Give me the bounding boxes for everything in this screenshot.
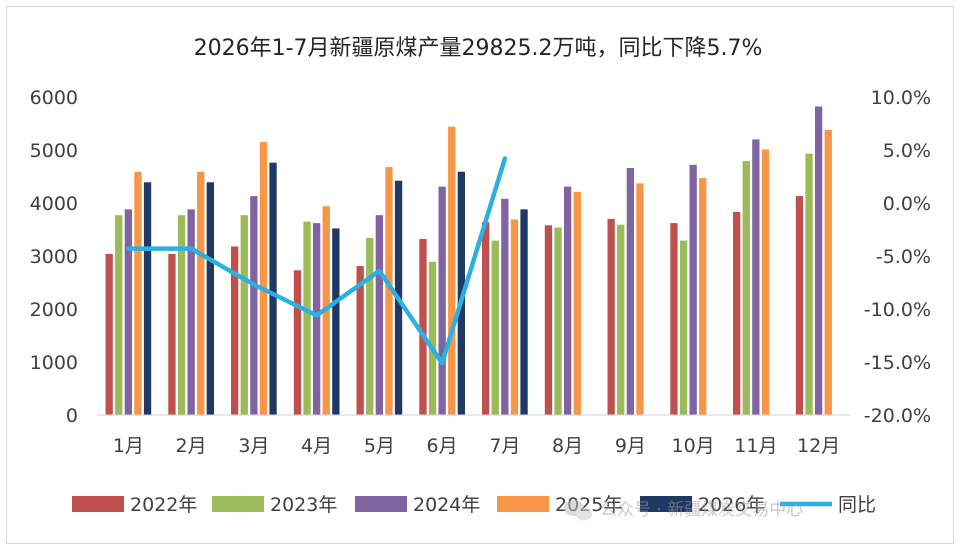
left-axis: 0 1000 2000 3000 4000 5000 6000 [30,87,78,427]
y-left-tick-label: 5000 [30,140,78,162]
bar [332,228,340,415]
y-right-tick-label: -5.0% [876,246,931,268]
x-tick-label: 7月 [489,435,520,457]
bar [115,215,123,415]
x-tick-label: 2月 [176,435,207,457]
bar [752,139,760,415]
bar [259,142,268,415]
wechat-icon [564,500,592,521]
bar [187,209,195,415]
bar [105,253,113,415]
bar [573,191,581,415]
x-axis-labels: 1月 2月 3月 4月 5月 6月 7月 8月 9月 10月 11月 12月 [113,435,840,457]
bar [795,196,804,415]
bar [679,240,688,415]
legend-swatch [212,496,264,512]
bar [197,171,205,415]
x-tick-label: 11月 [734,435,777,457]
bar [607,218,615,415]
bar [815,106,823,415]
bar [670,223,678,415]
legend-label: 2023年 [270,494,337,516]
y-right-tick-label: -20.0% [864,405,931,427]
bar [177,215,186,415]
bar [689,164,697,415]
legend-label: 2022年 [130,494,197,516]
bar [448,126,456,415]
bar [564,186,572,415]
y-right-tick-label: 0.0% [883,193,931,215]
y-left-tick-label: 0 [66,405,78,427]
bar [742,161,750,415]
bar [491,240,499,415]
watermark-text: 公众号 · 新疆煤炭交易中心 [600,500,803,520]
y-left-tick-label: 6000 [30,87,78,109]
bar [520,209,528,415]
bar [544,225,553,415]
watermark: 公众号 · 新疆煤炭交易中心 [564,500,803,521]
bar [438,186,446,415]
bar [313,223,321,415]
legend-label: 2024年 [413,494,480,516]
y-left-tick-label: 2000 [30,299,78,321]
bar [366,238,374,415]
bar [206,182,214,415]
x-tick-label: 12月 [797,435,840,457]
y-right-tick-label: -15.0% [864,352,931,374]
x-tick-label: 3月 [238,435,269,457]
bar [168,253,176,415]
y-left-tick-label: 3000 [30,246,78,268]
y-right-tick-label: 5.0% [883,140,931,162]
legend-swatch [640,496,692,512]
bar [626,168,634,415]
bar [699,178,707,415]
bar [134,171,142,415]
bar [636,183,644,415]
bar [554,227,562,415]
bar [375,215,383,415]
legend-label: 同比 [838,494,876,516]
y-right-tick-label: -10.0% [864,299,931,321]
bar [617,224,625,415]
yoy-line-group [126,156,508,366]
legend-swatch [497,496,549,512]
x-tick-label: 4月 [301,435,332,457]
legend-swatch [355,496,407,512]
x-tick-label: 10月 [672,435,715,457]
x-tick-label: 1月 [113,435,144,457]
bar [356,266,364,415]
y-right-tick-label: 10.0% [871,87,931,109]
bar [250,196,258,415]
bar [240,215,248,415]
chart-title: 2026年1-7月新疆原煤产量29825.2万吨，同比下降5.7% [194,36,763,61]
y-left-tick-label: 4000 [30,193,78,215]
yoy-line [126,156,508,366]
bar [824,129,832,415]
bar [482,222,490,415]
bar [303,221,311,415]
legend-label: 2026年 [698,494,765,516]
bar [269,162,277,415]
legend: 2022年 2023年 2024年 2025年 2026年 同比 [72,494,876,516]
x-tick-label: 5月 [364,435,395,457]
legend-swatch [72,496,124,512]
right-axis: -20.0% -15.0% -10.0% -5.0% 0.0% 5.0% 10.0% [864,87,931,427]
x-tick-label: 9月 [615,435,646,457]
bar [805,153,813,415]
bar [733,212,741,415]
x-tick-label: 8月 [552,435,583,457]
y-left-tick-label: 1000 [30,352,78,374]
bar [385,167,393,415]
bar [419,239,427,415]
bar [761,149,770,415]
bar [510,219,519,415]
bar [124,209,132,415]
bar [293,270,302,415]
bar [231,246,239,415]
bar [501,198,509,415]
bar [143,182,152,415]
x-tick-label: 6月 [427,435,458,457]
bar [428,261,437,415]
